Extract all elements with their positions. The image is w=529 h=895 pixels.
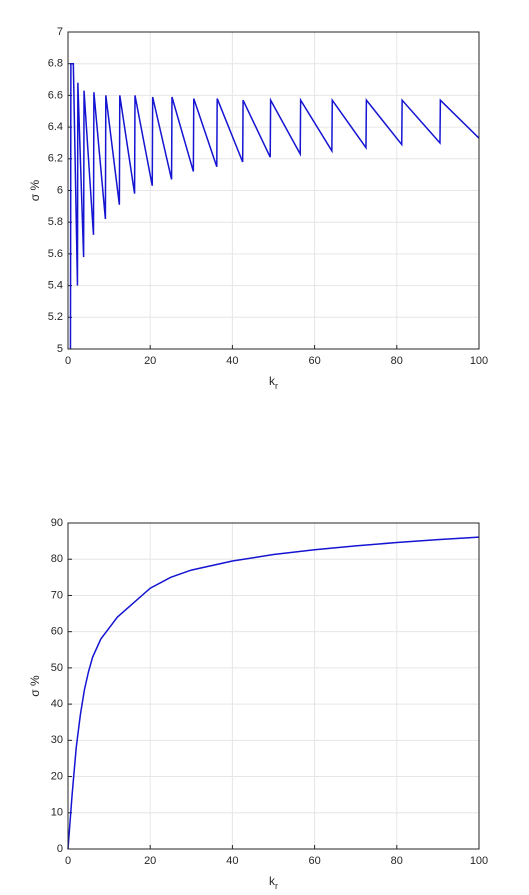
y-tick-label: 6.2 bbox=[48, 153, 63, 165]
x-tick-label: 0 bbox=[65, 355, 71, 367]
x-axis-label-main: k bbox=[269, 874, 276, 888]
y-tick-label: 7 bbox=[57, 26, 63, 38]
x-axis-label: kr bbox=[269, 374, 278, 391]
y-tick-label: 30 bbox=[51, 734, 63, 746]
y-tick-label: 5.8 bbox=[48, 216, 63, 228]
x-tick-label: 20 bbox=[144, 855, 156, 867]
x-axis-label-subscript: r bbox=[275, 881, 278, 890]
y-tick-label: 70 bbox=[51, 589, 63, 601]
x-tick-label: 40 bbox=[226, 855, 238, 867]
x-axis-label-subscript: r bbox=[275, 381, 278, 391]
y-axis-label: σ % bbox=[28, 179, 42, 201]
axes-box bbox=[67, 522, 480, 850]
y-tick-label: 6.8 bbox=[48, 58, 63, 70]
y-tick-label: 0 bbox=[57, 843, 63, 855]
chart-panel: 5 5.2 5.4 5.6 5.8 6 6.2 6.4 6.6 6.8 7 0 20 40 60 80 100 k… bbox=[28, 26, 488, 391]
data-line bbox=[69, 62, 480, 350]
x-tick-label: 20 bbox=[144, 355, 156, 367]
x-tick-label: 60 bbox=[308, 855, 320, 867]
x-axis-label-main: k bbox=[269, 374, 276, 388]
x-tick-label: 100 bbox=[470, 355, 488, 367]
y-tick-label: 5.4 bbox=[48, 280, 63, 292]
y-tick-label: 60 bbox=[51, 626, 63, 638]
y-tick-label: 10 bbox=[51, 807, 63, 819]
x-tick-label: 80 bbox=[391, 355, 403, 367]
y-tick-label: 6.4 bbox=[48, 121, 63, 133]
data-line bbox=[67, 536, 480, 850]
x-axis-label: kr bbox=[269, 874, 278, 890]
y-tick-label: 6.6 bbox=[48, 89, 63, 101]
x-tick-label: 60 bbox=[308, 355, 320, 367]
x-tick-label: 40 bbox=[226, 355, 238, 367]
y-tick-label: 40 bbox=[51, 698, 63, 710]
y-tick-label: 5 bbox=[57, 343, 63, 355]
y-tick-label: 50 bbox=[51, 662, 63, 674]
axes-box bbox=[67, 31, 480, 350]
y-tick-label: 80 bbox=[51, 553, 63, 565]
chart-panel: 0 10 20 30 40 50 60 70 80 90 0 20 40 60 80 100 kr σ % bbox=[28, 517, 488, 891]
x-tick-label: 0 bbox=[65, 855, 71, 867]
y-tick-label: 90 bbox=[51, 517, 63, 529]
y-axis-label: σ % bbox=[28, 675, 42, 697]
y-tick-label: 5.2 bbox=[48, 311, 63, 323]
x-tick-label: 80 bbox=[391, 855, 403, 867]
y-tick-label: 6 bbox=[57, 184, 63, 196]
y-tick-label: 5.6 bbox=[48, 248, 63, 260]
x-tick-label: 100 bbox=[470, 855, 488, 867]
y-tick-label: 20 bbox=[51, 770, 63, 782]
